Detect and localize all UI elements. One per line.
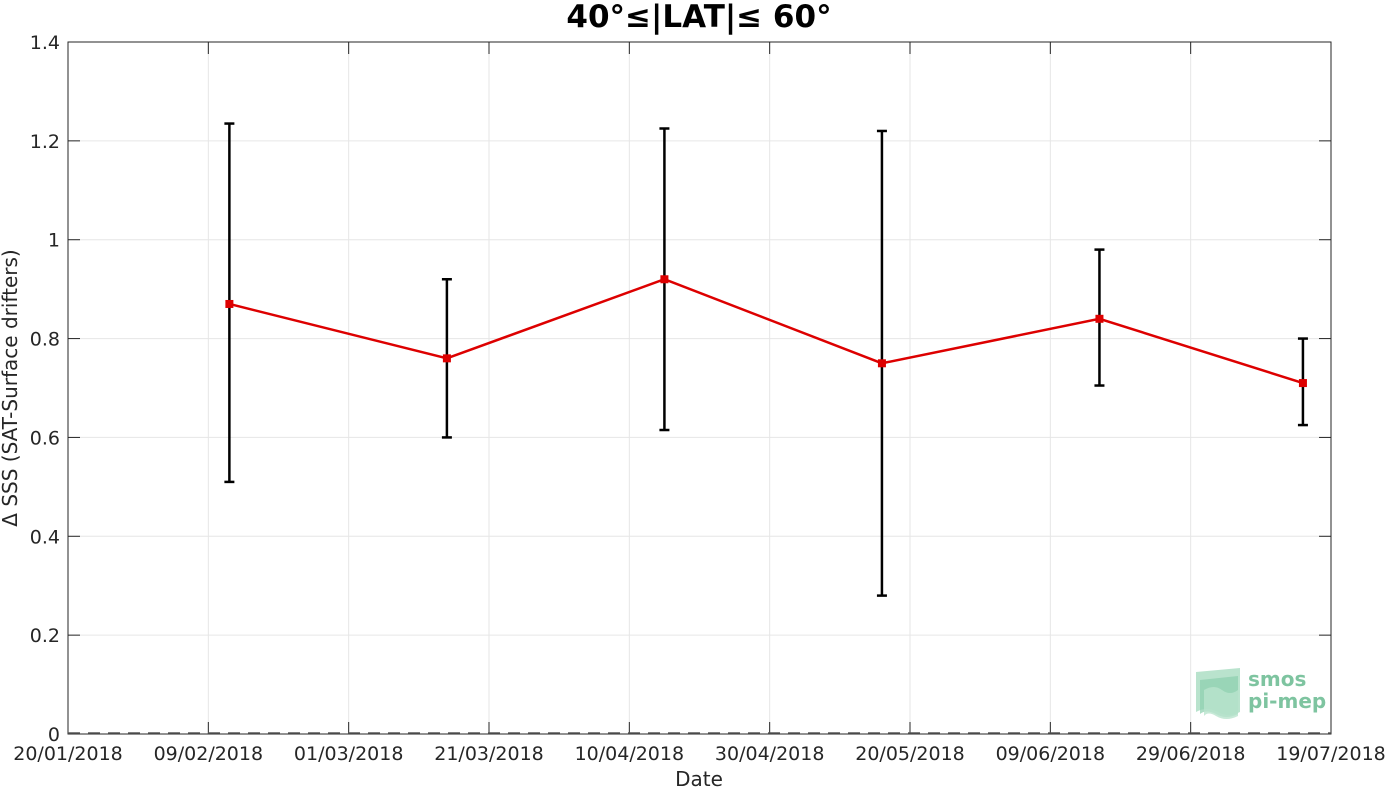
y-tick-label: 1.2 — [30, 131, 60, 153]
data-point — [660, 275, 669, 284]
x-tick-label: 19/07/2018 — [1276, 743, 1386, 765]
axis-ticks: 0 0.2 0.4 0.6 0.8 1 1.2 1.4 20/01/2018 09/02/2018… — [13, 32, 1386, 765]
y-tick-label: 0.8 — [30, 329, 60, 351]
data-point — [442, 354, 451, 363]
series-layer — [68, 122, 1331, 734]
y-tick-label: 0.4 — [30, 526, 60, 548]
plot-frame — [67, 41, 1332, 735]
data-point — [1095, 314, 1104, 323]
data-point — [877, 359, 886, 368]
x-tick-label: 21/03/2018 — [434, 743, 544, 765]
data-point — [225, 299, 234, 308]
x-axis-label: Date — [675, 767, 723, 788]
y-tick-label: 1.4 — [30, 32, 60, 54]
y-tick-label: 0 — [48, 724, 60, 746]
smos-pimep-logo: smos pi-mep — [1196, 667, 1326, 719]
grid — [68, 42, 1331, 734]
logo-waves-icon — [1196, 668, 1240, 719]
chart-title: 40°≤|LAT|≤ 60° — [566, 0, 831, 35]
x-tick-label: 09/02/2018 — [154, 743, 264, 765]
x-tick-label: 09/06/2018 — [996, 743, 1106, 765]
x-tick-label: 20/01/2018 — [13, 743, 123, 765]
x-tick-label: 20/05/2018 — [855, 743, 965, 765]
y-tick-label: 0.6 — [30, 427, 60, 449]
x-tick-label: 29/06/2018 — [1136, 743, 1246, 765]
series-line — [229, 277, 1304, 385]
y-tick-label: 1 — [48, 230, 60, 252]
logo-line2: pi-mep — [1248, 689, 1326, 713]
x-tick-label: 01/03/2018 — [294, 743, 404, 765]
x-tick-label: 30/04/2018 — [715, 743, 825, 765]
y-tick-label: 0.2 — [30, 625, 60, 647]
y-axis-label: Δ SSS (SAT-Surface drifters) — [0, 249, 22, 526]
data-point — [1298, 379, 1307, 388]
x-tick-label: 10/04/2018 — [575, 743, 685, 765]
logo-line1: smos — [1248, 667, 1306, 691]
